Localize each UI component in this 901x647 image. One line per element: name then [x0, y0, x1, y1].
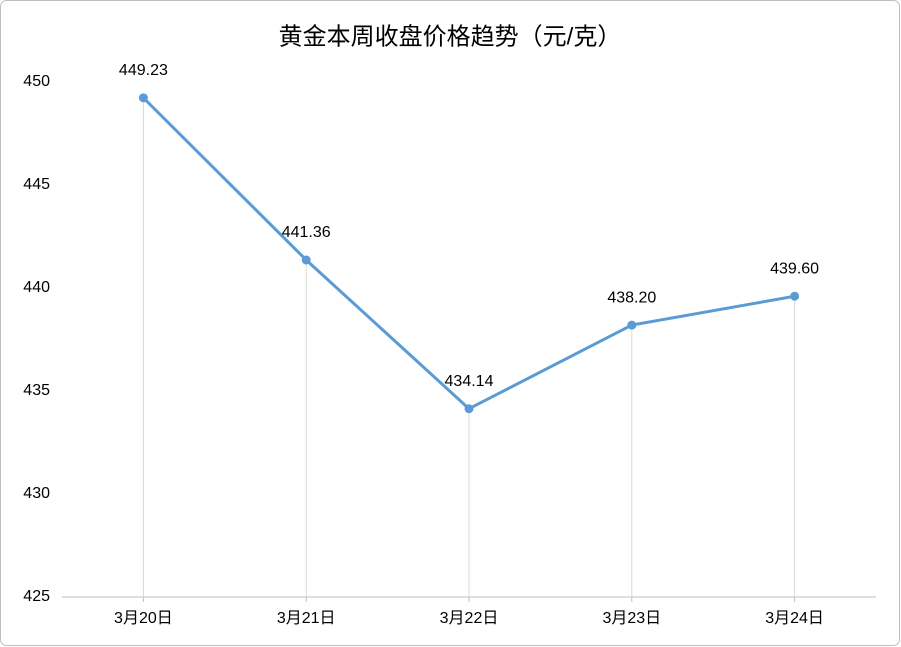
data-point [627, 320, 637, 330]
x-tick-label: 3月22日 [440, 610, 499, 627]
x-tick-label: 3月21日 [277, 610, 336, 627]
data-label: 449.23 [119, 62, 168, 79]
data-label: 441.36 [282, 224, 331, 241]
y-tick-label: 440 [23, 279, 50, 296]
y-tick-label: 425 [23, 588, 50, 605]
y-tick-label: 430 [23, 485, 50, 502]
y-tick-label: 435 [23, 382, 50, 399]
y-tick-label: 450 [23, 73, 50, 90]
data-point [301, 255, 311, 265]
data-label: 434.14 [445, 373, 494, 390]
x-tick-label: 3月20日 [114, 610, 173, 627]
data-point [790, 291, 800, 301]
data-point [138, 93, 148, 103]
data-label: 438.20 [607, 289, 656, 306]
x-tick-label: 3月24日 [765, 610, 824, 627]
y-tick-label: 445 [23, 176, 50, 193]
chart-title: 黄金本周收盘价格趋势（元/克） [279, 23, 622, 50]
data-label: 439.60 [770, 260, 819, 277]
x-tick-label: 3月23日 [602, 610, 661, 627]
data-point [464, 404, 474, 414]
